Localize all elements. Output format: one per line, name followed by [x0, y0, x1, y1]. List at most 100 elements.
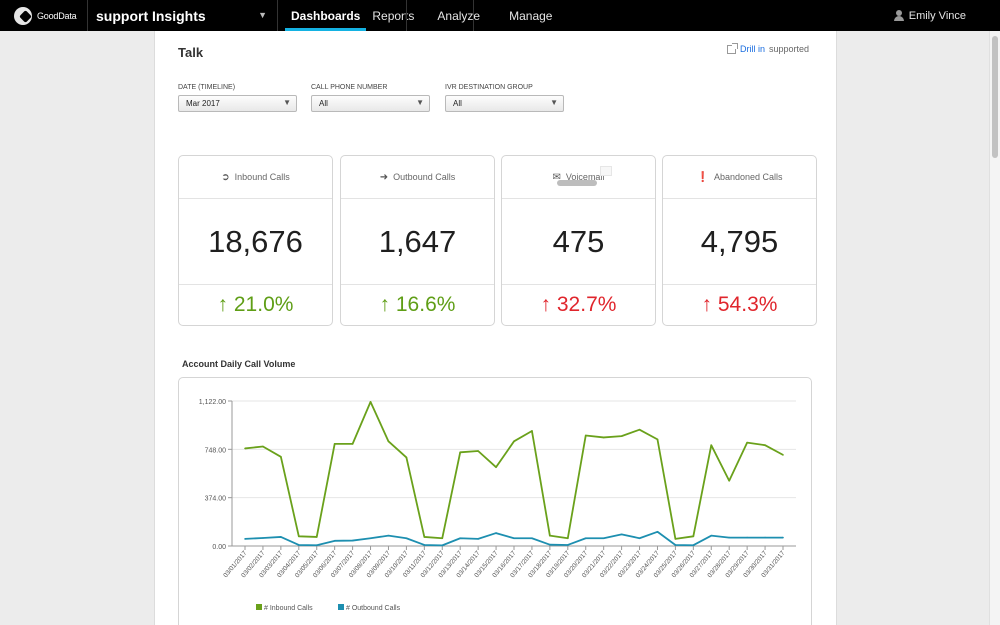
data-point [746, 536, 748, 539]
legend-swatch [338, 604, 344, 610]
nav-manage[interactable]: Manage [509, 8, 553, 23]
user-menu[interactable]: Emily Vince [893, 0, 966, 31]
gooddata-logo[interactable]: GoodData [0, 0, 88, 31]
project-switcher[interactable]: support Insights ▼ [88, 0, 278, 31]
kpi-voicemail[interactable]: ✉ Voicemail 475 ↑ 32.7% [501, 155, 656, 326]
project-name: support Insights [96, 7, 206, 24]
drill-info: Drill in supported [726, 42, 809, 54]
kpi-change: ↑ 16.6% [379, 293, 456, 316]
kpi-change: ↑ 21.0% [217, 293, 294, 316]
nav-divider [406, 0, 407, 31]
filter-label: IVR DESTINATION GROUP [445, 84, 533, 91]
kpi-label: Outbound Calls [393, 172, 456, 182]
user-name: Emily Vince [908, 9, 966, 22]
page-title: Talk [178, 45, 204, 60]
gooddata-logo-icon [14, 6, 32, 25]
top-navigation-bar: GoodData support Insights ▼ Dashboards R… [0, 0, 1000, 31]
line-chart: 0.00374.00748.001,122.0003/01/201703/02/… [199, 399, 796, 612]
data-point [423, 536, 426, 538]
data-point [620, 533, 623, 536]
legend-label: # Outbound Calls [346, 605, 401, 612]
data-point [513, 440, 515, 443]
y-tick-label: 1,122.00 [199, 399, 226, 406]
data-point [441, 544, 444, 547]
data-point [674, 544, 677, 546]
data-point [495, 532, 497, 534]
kpi-label: Voicemail [565, 172, 605, 182]
data-point [692, 544, 695, 547]
data-point [710, 444, 713, 446]
data-point [513, 537, 515, 540]
data-point [531, 430, 533, 432]
data-point [782, 454, 784, 456]
filter-value: Mar 2017 [186, 99, 220, 108]
caret-down-icon: ▼ [283, 98, 291, 107]
ivr-group-filter-select[interactable]: All ▼ [445, 95, 564, 112]
data-point [459, 451, 462, 454]
main-nav: Dashboards Reports Analyze Manage [278, 0, 558, 31]
scrollbar-thumb[interactable] [992, 36, 998, 158]
data-point [244, 538, 246, 540]
data-point [674, 538, 677, 540]
data-point [692, 535, 695, 538]
data-point [477, 450, 479, 452]
kpi-value: 1,647 [341, 199, 494, 285]
kpi-change: ↑ 32.7% [540, 293, 617, 316]
data-point [746, 441, 748, 444]
kpi-value: 4,795 [663, 199, 816, 285]
nav-analyze[interactable]: Analyze [437, 8, 481, 23]
data-point [459, 537, 462, 540]
sign-out-icon: ➜ [379, 171, 389, 183]
kpi-abandoned-calls[interactable]: ❗ Abandoned Calls 4,795 ↑ 54.3% [662, 155, 817, 326]
data-point [405, 537, 408, 540]
data-point [441, 537, 444, 540]
date-filter-select[interactable]: Mar 2017 ▼ [178, 95, 297, 112]
data-point [351, 539, 354, 542]
line-chart-card[interactable]: 0.00 374.00 748.00 1,122.00 03/01/2017 03/02/… [178, 377, 812, 625]
drill-in-link[interactable]: Drill in [739, 44, 765, 54]
kpi-inbound-calls[interactable]: ➲ Inbound Calls 18,676 ↑ 21.0% [178, 155, 333, 326]
page-scrollbar[interactable] [989, 31, 1000, 625]
data-point [262, 537, 264, 539]
data-point [602, 537, 605, 540]
data-point [315, 544, 318, 547]
data-point [710, 534, 713, 537]
kpi-header: ➜ Outbound Calls [341, 156, 494, 199]
data-point [298, 535, 300, 538]
data-point [620, 435, 623, 437]
dashboard-page: Talk Drill in supported DATE (TIMELINE) … [154, 31, 837, 625]
data-point [298, 544, 300, 546]
data-point [477, 538, 479, 540]
data-point [549, 534, 551, 537]
filter-value: All [453, 99, 462, 108]
phone-number-filter-select[interactable]: All ▼ [311, 95, 430, 112]
filter-ivr-destination-group: IVR DESTINATION GROUP All ▼ [445, 84, 564, 112]
data-point [387, 440, 390, 443]
nav-divider [473, 0, 474, 31]
data-point [280, 456, 282, 458]
kpi-outbound-calls[interactable]: ➜ Outbound Calls 1,647 ↑ 16.6% [340, 155, 495, 326]
filter-date: DATE (TIMELINE) Mar 2017 ▼ [178, 84, 297, 112]
nav-reports[interactable]: Reports [372, 8, 415, 23]
data-point [549, 543, 551, 546]
data-point [423, 544, 426, 546]
data-point [728, 536, 730, 539]
data-point [369, 537, 372, 540]
nav-dashboards[interactable]: Dashboards [285, 0, 367, 31]
data-point [387, 534, 390, 537]
data-point [315, 536, 318, 538]
data-point [567, 544, 569, 546]
data-point [656, 438, 659, 441]
data-point [333, 443, 336, 445]
drill-suffix: supported [768, 44, 809, 54]
data-point [333, 540, 336, 542]
sign-in-icon: ➲ [221, 171, 230, 183]
data-point [280, 536, 282, 538]
filter-label: CALL PHONE NUMBER [311, 84, 388, 91]
data-point [567, 537, 569, 540]
data-point [369, 401, 372, 403]
kpi-label: Inbound Calls [234, 172, 290, 182]
y-tick-label: 374.00 [205, 496, 227, 503]
kpi-value: 475 [502, 199, 655, 285]
series-line-inbound-calls [244, 401, 784, 540]
